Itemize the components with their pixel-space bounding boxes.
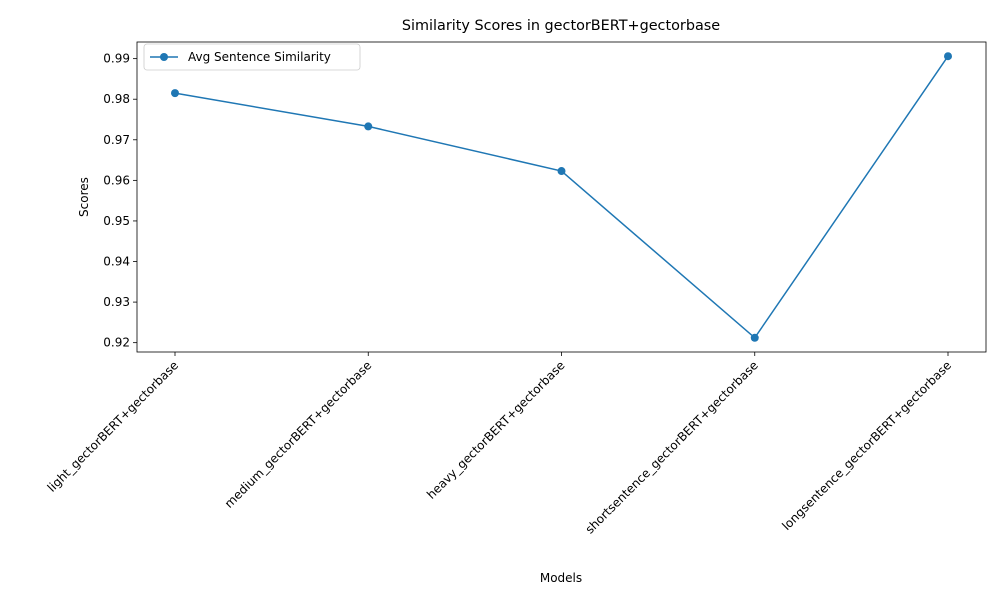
plot-frame (136, 41, 987, 353)
y-tick-label: 0.92 (103, 336, 130, 350)
data-point (557, 167, 566, 176)
data-point (750, 333, 759, 342)
y-tick-label: 0.98 (103, 92, 130, 106)
data-point (944, 52, 952, 61)
y-tick-label: 0.93 (103, 295, 130, 309)
y-tick-label: 0.94 (103, 255, 130, 269)
legend: Avg Sentence Similarity (143, 43, 361, 71)
y-axis-label: Scores (77, 177, 91, 217)
x-axis-label: Models (540, 571, 582, 585)
legend-label: Avg Sentence Similarity (188, 50, 331, 64)
chart-title: Similarity Scores in gectorBERT+gectorba… (402, 18, 720, 34)
data-point (171, 89, 179, 98)
y-tick-label: 0.99 (103, 52, 130, 66)
y-axis: 0.92 0.93 0.94 0.95 0.96 0.97 0.98 0.99 (103, 52, 137, 350)
y-tick-label: 0.97 (103, 133, 130, 147)
series-layer (171, 52, 952, 342)
y-tick-label: 0.96 (103, 173, 130, 187)
legend-frame (143, 43, 361, 71)
y-tick-label: 0.95 (103, 214, 130, 228)
legend-marker-swatch (160, 53, 168, 61)
data-point (364, 122, 373, 131)
